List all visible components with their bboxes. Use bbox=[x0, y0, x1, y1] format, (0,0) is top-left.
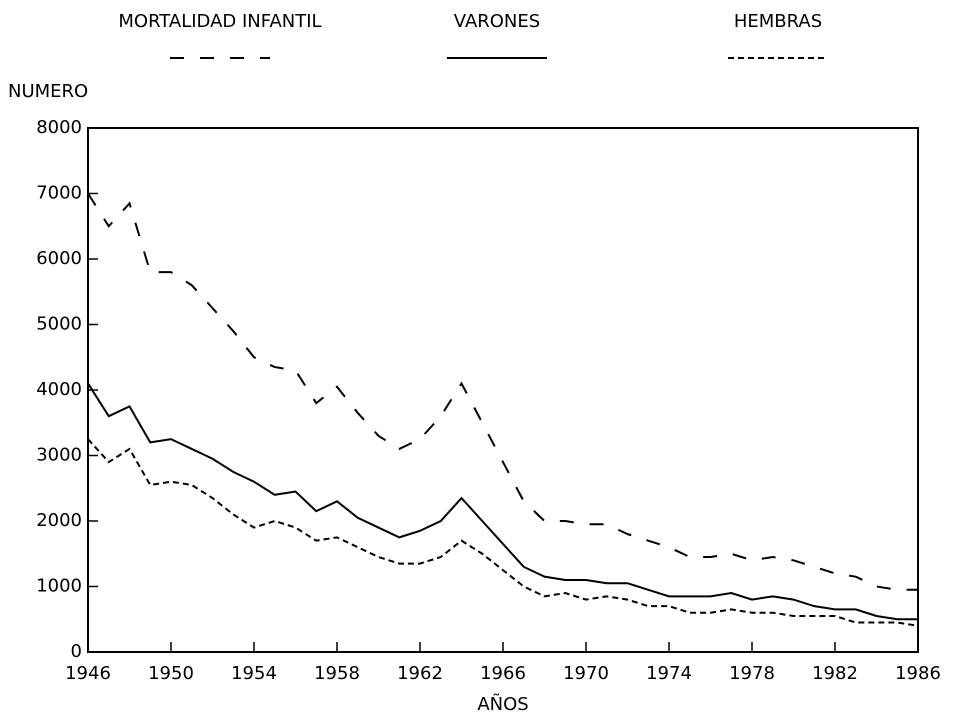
y-tick-label: 6000 bbox=[36, 248, 82, 269]
legend-label: VARONES bbox=[454, 11, 540, 32]
y-axis-label: NUMERO bbox=[8, 81, 88, 102]
x-tick-label: 1946 bbox=[65, 663, 111, 684]
x-tick-label: 1986 bbox=[895, 663, 941, 684]
x-tick-label: 1982 bbox=[812, 663, 858, 684]
x-tick-label: 1970 bbox=[563, 663, 609, 684]
y-tick-label: 2000 bbox=[36, 510, 82, 531]
series-line bbox=[87, 382, 918, 621]
legend-label: HEMBRAS bbox=[734, 11, 822, 32]
y-tick-label: 8000 bbox=[36, 117, 82, 138]
legend-label: MORTALIDAD INFANTIL bbox=[118, 11, 321, 32]
x-tick-label: 1950 bbox=[148, 663, 194, 684]
plot-frame bbox=[87, 127, 919, 653]
x-tick-label: 1962 bbox=[397, 663, 443, 684]
x-tick-label: 1958 bbox=[314, 663, 360, 684]
y-tick-label: 0 bbox=[71, 641, 82, 662]
y-tick-label: 3000 bbox=[36, 445, 82, 466]
y-tick-label: 1000 bbox=[36, 576, 82, 597]
x-tick-label: 1974 bbox=[646, 663, 692, 684]
y-tick-label: 4000 bbox=[36, 379, 82, 400]
y-tick-label: 5000 bbox=[36, 314, 82, 335]
series-line bbox=[87, 438, 919, 627]
series-line bbox=[87, 192, 918, 591]
y-tick-label: 7000 bbox=[36, 183, 82, 204]
x-tick-label: 1954 bbox=[231, 663, 277, 684]
x-tick-label: 1966 bbox=[480, 663, 526, 684]
x-axis-label: AÑOS bbox=[477, 693, 528, 715]
x-tick-label: 1978 bbox=[729, 663, 775, 684]
